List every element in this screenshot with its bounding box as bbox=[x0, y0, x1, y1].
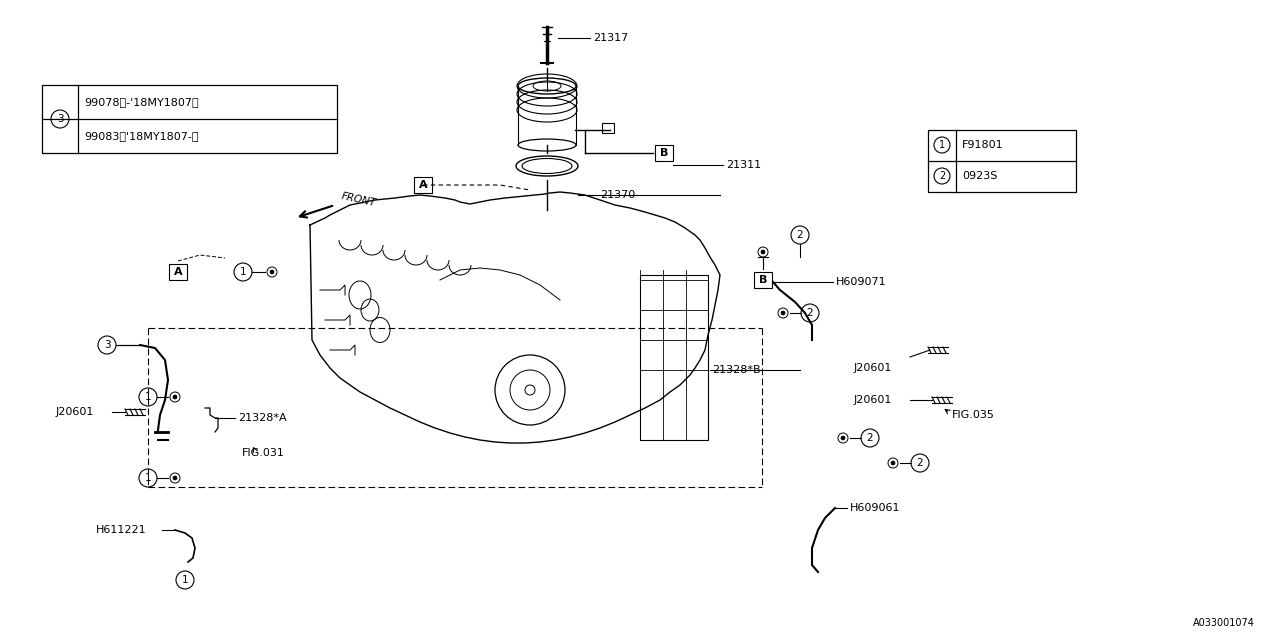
Text: B: B bbox=[759, 275, 767, 285]
Text: H609061: H609061 bbox=[850, 503, 901, 513]
Text: 21328*B: 21328*B bbox=[712, 365, 760, 375]
Bar bbox=[169, 264, 187, 280]
Text: 1: 1 bbox=[940, 140, 945, 150]
Circle shape bbox=[173, 395, 177, 399]
Text: J20601: J20601 bbox=[854, 395, 892, 405]
Text: 1: 1 bbox=[239, 267, 246, 277]
Circle shape bbox=[841, 436, 845, 440]
Text: 21328*A: 21328*A bbox=[238, 413, 287, 423]
Text: J20601: J20601 bbox=[854, 363, 892, 373]
Text: FRONT: FRONT bbox=[340, 191, 376, 209]
Bar bbox=[413, 177, 433, 193]
Text: 0923S: 0923S bbox=[963, 171, 997, 181]
Text: 21311: 21311 bbox=[726, 160, 762, 170]
Text: 1: 1 bbox=[182, 575, 188, 585]
Text: 99083（'18MY1807-）: 99083（'18MY1807-） bbox=[84, 131, 198, 141]
Text: 2: 2 bbox=[806, 308, 813, 318]
Circle shape bbox=[270, 270, 274, 274]
Text: 1: 1 bbox=[145, 473, 151, 483]
Text: 1: 1 bbox=[145, 392, 151, 402]
Text: A033001074: A033001074 bbox=[1193, 618, 1254, 628]
Text: 2: 2 bbox=[916, 458, 923, 468]
Text: B: B bbox=[659, 148, 668, 158]
Text: 2: 2 bbox=[796, 230, 804, 240]
Bar bbox=[640, 275, 708, 440]
Bar bbox=[754, 272, 772, 288]
Bar bbox=[655, 145, 673, 161]
Text: 3: 3 bbox=[104, 340, 110, 350]
Circle shape bbox=[781, 311, 785, 315]
Bar bbox=[42, 85, 337, 153]
Text: 21370: 21370 bbox=[600, 190, 635, 200]
Circle shape bbox=[762, 250, 765, 254]
Text: FIG.031: FIG.031 bbox=[242, 448, 285, 458]
Text: 21317: 21317 bbox=[593, 33, 628, 43]
Text: 2: 2 bbox=[867, 433, 873, 443]
Bar bbox=[928, 130, 1076, 192]
Circle shape bbox=[173, 476, 177, 480]
Bar bbox=[602, 123, 614, 133]
Text: F91801: F91801 bbox=[963, 140, 1004, 150]
Text: 2: 2 bbox=[938, 171, 945, 181]
Text: J20601: J20601 bbox=[56, 407, 95, 417]
Text: FIG.035: FIG.035 bbox=[952, 410, 995, 420]
Text: 99078（-'18MY1807）: 99078（-'18MY1807） bbox=[84, 97, 198, 107]
Circle shape bbox=[891, 461, 895, 465]
Text: A: A bbox=[419, 180, 428, 190]
Text: H611221: H611221 bbox=[96, 525, 147, 535]
Text: A: A bbox=[174, 267, 182, 277]
Text: 3: 3 bbox=[56, 114, 63, 124]
Text: H609071: H609071 bbox=[836, 277, 887, 287]
